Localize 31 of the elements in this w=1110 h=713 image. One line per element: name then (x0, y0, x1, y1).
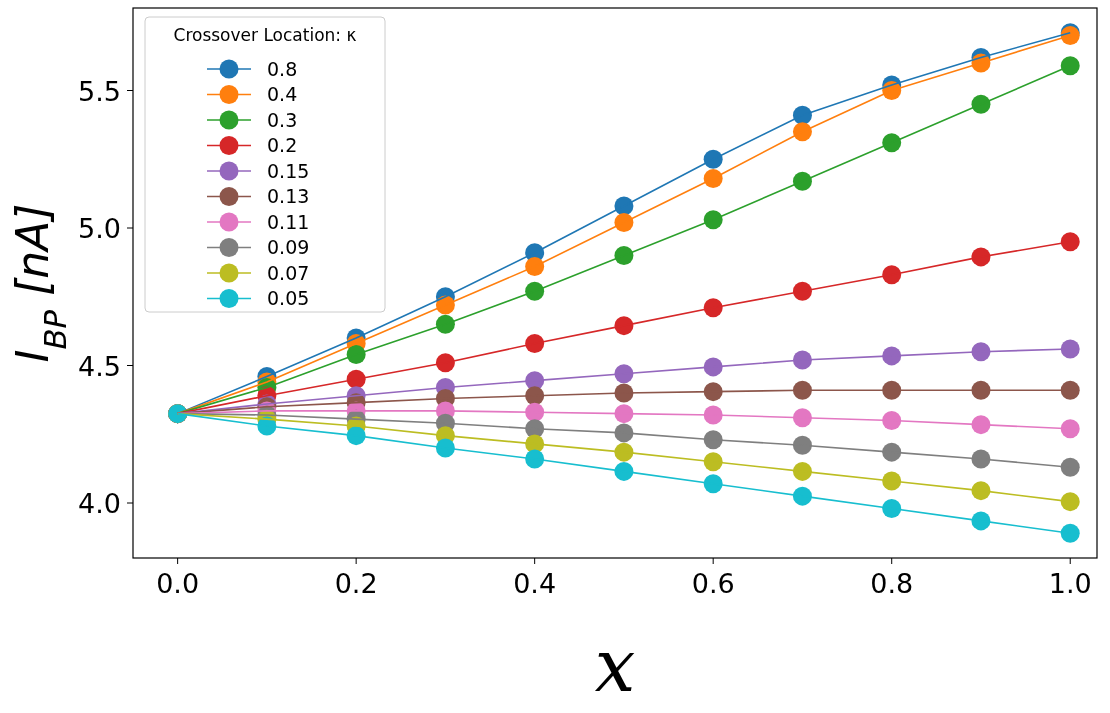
x-tick-label: 0.6 (691, 568, 735, 599)
x-axis-title: x (594, 624, 636, 708)
y-tick-label: 5.0 (78, 213, 121, 244)
legend-label: 0.05 (267, 287, 310, 309)
y-tick-label: 5.5 (78, 75, 121, 107)
legend-label: 0.13 (267, 185, 310, 207)
x-tick-label: 0.2 (334, 568, 378, 599)
point (1060, 339, 1080, 359)
point (1060, 457, 1080, 477)
legend-label: 0.11 (267, 210, 310, 233)
point (1060, 380, 1080, 400)
y-tick-label: 4.5 (78, 350, 121, 382)
legend-label: 0.4 (267, 83, 298, 105)
point (1060, 492, 1080, 512)
legend-label: 0.15 (267, 159, 310, 182)
point (1060, 232, 1080, 252)
legend-label: 0.2 (267, 134, 298, 156)
x-tick-label: 0.8 (870, 568, 914, 599)
legend-label: 0.09 (267, 236, 310, 258)
x-tick-label: 1.0 (1048, 568, 1092, 599)
point (1060, 56, 1080, 76)
point (614, 404, 634, 424)
point (1060, 523, 1080, 543)
legend-label: 0.8 (267, 57, 298, 80)
point (1060, 419, 1080, 439)
legend-title: Crossover Location: κ (173, 25, 357, 45)
legend-label: 0.3 (267, 108, 298, 131)
x-tick-label: 0.0 (156, 568, 200, 599)
x-tick-label: 0.4 (513, 568, 557, 599)
y-tick-label: 4.0 (78, 488, 121, 519)
legend-label: 0.07 (267, 261, 310, 284)
